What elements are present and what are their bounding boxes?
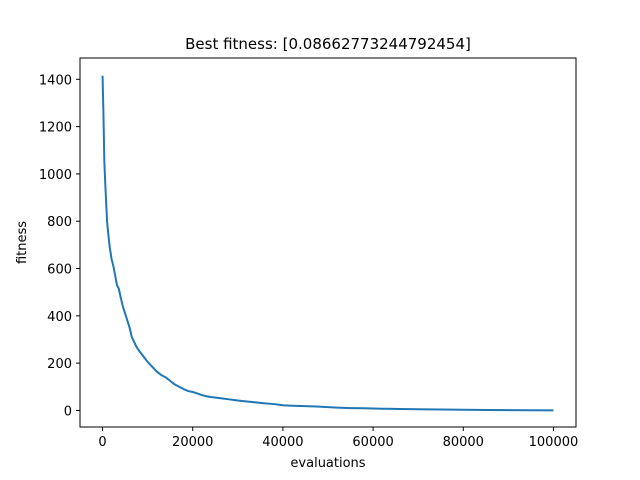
y-axis: 0 200 400 600 800 1000 1200 1400 <box>39 73 80 419</box>
x-axis-label: evaluations <box>290 456 365 471</box>
x-tick-label: 100000 <box>529 435 579 450</box>
plot-area <box>101 75 554 412</box>
x-tick-label: 20000 <box>172 435 213 450</box>
y-tick-label: 1200 <box>39 121 72 136</box>
x-tick-label: 0 <box>98 435 106 450</box>
axes-frame <box>79 57 577 428</box>
x-axis: 0 20000 40000 60000 80000 100000 <box>98 427 578 450</box>
x-tick-label: 80000 <box>443 435 484 450</box>
y-tick-label: 800 <box>47 215 72 230</box>
x-tick-label: 40000 <box>262 435 303 450</box>
y-axis-label: fitness <box>15 221 30 264</box>
series-line-0 <box>101 75 554 412</box>
y-tick-label: 0 <box>64 404 72 419</box>
y-tick-label: 1000 <box>39 168 72 183</box>
y-tick-label: 200 <box>47 357 72 372</box>
x-tick-label: 60000 <box>352 435 393 450</box>
y-tick-label: 600 <box>47 263 72 278</box>
chart-title: Best fitness: [0.08662773244792454] <box>185 35 471 53</box>
y-tick-label: 400 <box>47 310 72 325</box>
y-tick-label: 1400 <box>39 73 72 88</box>
